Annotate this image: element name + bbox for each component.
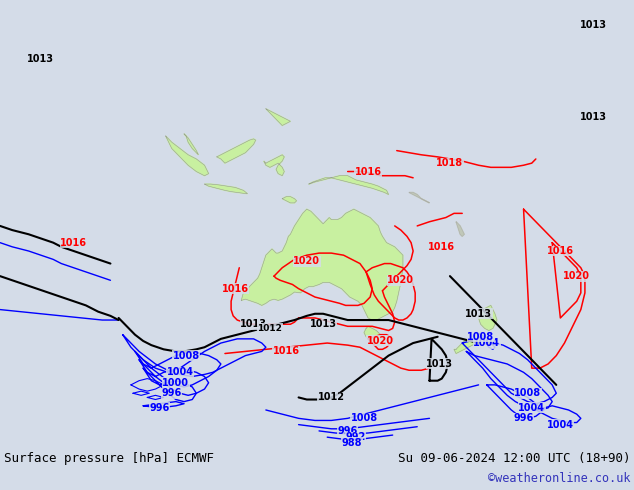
Text: 996: 996 bbox=[162, 388, 182, 398]
Text: 992: 992 bbox=[346, 432, 366, 442]
Polygon shape bbox=[217, 139, 256, 163]
Polygon shape bbox=[264, 155, 284, 176]
Text: 1000: 1000 bbox=[162, 378, 190, 388]
Text: 1013: 1013 bbox=[579, 112, 607, 122]
Text: 1018: 1018 bbox=[436, 158, 463, 168]
Text: ©weatheronline.co.uk: ©weatheronline.co.uk bbox=[488, 472, 630, 485]
Text: 1004: 1004 bbox=[167, 368, 193, 377]
Polygon shape bbox=[266, 109, 290, 125]
Polygon shape bbox=[165, 136, 209, 176]
Text: 1004: 1004 bbox=[547, 419, 574, 430]
Text: 1004: 1004 bbox=[473, 338, 500, 348]
Text: 1013: 1013 bbox=[465, 309, 492, 319]
Text: 1020: 1020 bbox=[563, 271, 590, 281]
Text: 1013: 1013 bbox=[579, 20, 607, 30]
Text: 1016: 1016 bbox=[354, 167, 382, 176]
Polygon shape bbox=[409, 193, 429, 203]
Text: 1016: 1016 bbox=[60, 238, 87, 247]
Text: 1004: 1004 bbox=[518, 403, 545, 413]
Text: 1020: 1020 bbox=[294, 256, 320, 267]
Text: 1020: 1020 bbox=[387, 275, 415, 285]
Polygon shape bbox=[184, 134, 198, 155]
Text: 1012: 1012 bbox=[318, 392, 345, 402]
Text: Su 09-06-2024 12:00 UTC (18+90): Su 09-06-2024 12:00 UTC (18+90) bbox=[398, 452, 630, 465]
Text: 996: 996 bbox=[150, 403, 170, 413]
Text: 1008: 1008 bbox=[351, 414, 378, 423]
Polygon shape bbox=[205, 184, 247, 194]
Text: 988: 988 bbox=[342, 438, 362, 447]
Text: 1008: 1008 bbox=[514, 388, 541, 398]
Text: 996: 996 bbox=[337, 426, 358, 436]
Polygon shape bbox=[454, 333, 482, 353]
Text: 1016: 1016 bbox=[273, 346, 300, 356]
Text: 1016: 1016 bbox=[428, 242, 455, 252]
Text: 1013: 1013 bbox=[27, 53, 55, 64]
Text: 996: 996 bbox=[514, 414, 534, 423]
Polygon shape bbox=[242, 209, 403, 320]
Text: 1020: 1020 bbox=[367, 336, 394, 346]
Text: 1008: 1008 bbox=[467, 332, 494, 342]
Polygon shape bbox=[479, 305, 497, 330]
Text: Surface pressure [hPa] ECMWF: Surface pressure [hPa] ECMWF bbox=[4, 452, 214, 465]
Text: 1016: 1016 bbox=[222, 284, 249, 294]
Polygon shape bbox=[282, 196, 297, 203]
Text: 1013: 1013 bbox=[426, 359, 453, 369]
Text: 1013: 1013 bbox=[309, 319, 337, 329]
Text: 1013: 1013 bbox=[240, 319, 267, 329]
Text: 1016: 1016 bbox=[547, 246, 574, 256]
Text: 1012: 1012 bbox=[257, 324, 282, 333]
Polygon shape bbox=[456, 221, 464, 236]
Polygon shape bbox=[309, 176, 389, 195]
Polygon shape bbox=[364, 326, 382, 345]
Text: 1008: 1008 bbox=[172, 351, 200, 361]
